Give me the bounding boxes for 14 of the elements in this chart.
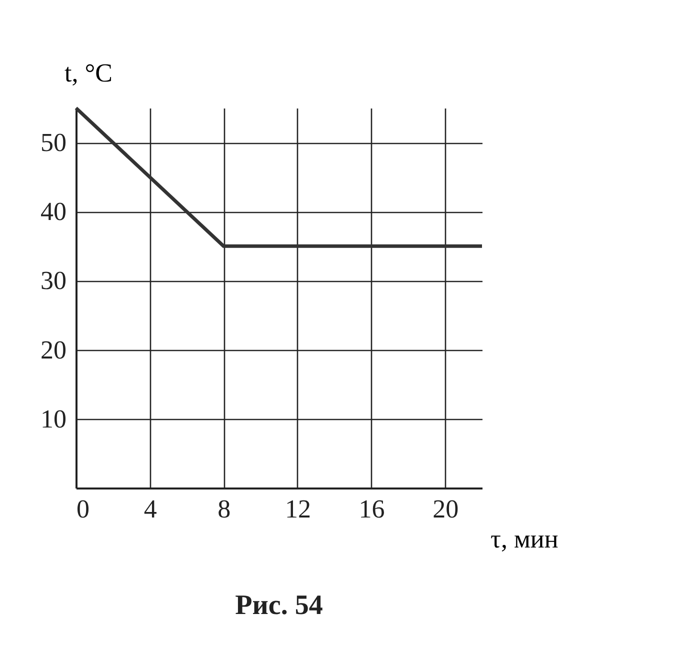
x-tick-label: 16 <box>358 494 385 524</box>
y-tick-label: 40 <box>40 197 66 226</box>
x-axis-title: τ, мин <box>490 524 558 554</box>
y-tick-label: 10 <box>40 404 66 434</box>
y-tick-label: 30 <box>40 266 66 296</box>
y-tick-label: 50 <box>40 128 66 158</box>
x-tick-label: 0 <box>76 494 90 524</box>
x-tick-label: 20 <box>432 494 459 524</box>
text: Рис. 54 <box>235 590 323 621</box>
x-tick-label: 8 <box>218 494 231 524</box>
x-tick-label: 4 <box>144 494 157 524</box>
y-axis-title: t, °C <box>64 58 112 88</box>
y-tick-label: 20 <box>40 335 66 364</box>
x-tick-label: 12 <box>284 494 311 524</box>
